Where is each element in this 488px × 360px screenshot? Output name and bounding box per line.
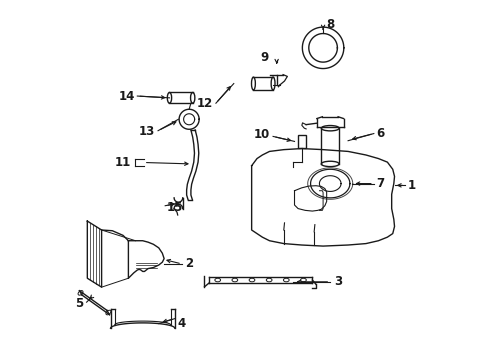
Text: 11: 11 <box>115 156 131 169</box>
Text: 10: 10 <box>253 128 270 141</box>
Text: 6: 6 <box>376 127 384 140</box>
Text: 2: 2 <box>184 257 193 270</box>
Text: 7: 7 <box>376 177 384 190</box>
Text: 15: 15 <box>166 201 183 214</box>
Text: 14: 14 <box>118 90 135 103</box>
Text: 9: 9 <box>260 51 268 64</box>
Text: 5: 5 <box>75 297 83 310</box>
Text: 1: 1 <box>407 179 415 192</box>
Text: 4: 4 <box>177 317 185 330</box>
Text: 12: 12 <box>197 97 213 110</box>
Text: 13: 13 <box>139 125 155 138</box>
Bar <box>298 135 305 148</box>
Text: 3: 3 <box>333 275 341 288</box>
Text: 8: 8 <box>325 18 333 31</box>
